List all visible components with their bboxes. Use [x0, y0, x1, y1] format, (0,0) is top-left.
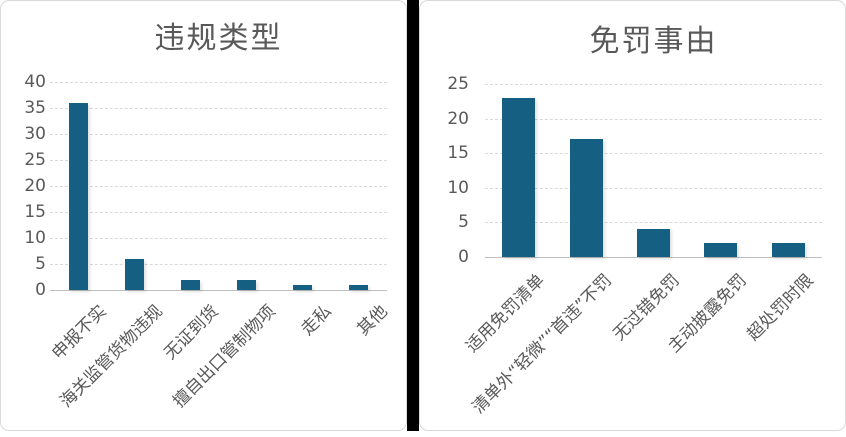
y-axis-tick-label: 0: [35, 280, 46, 300]
gridline: [50, 108, 387, 109]
y-axis-tick-label: 25: [24, 150, 46, 170]
gridline: [50, 238, 387, 239]
y-axis-tick-label: 35: [24, 98, 46, 118]
gridline: [485, 119, 822, 120]
gridline: [50, 82, 387, 83]
y-axis-tick-label: 15: [447, 143, 469, 163]
panel-divider: [407, 0, 419, 431]
gridline: [50, 160, 387, 161]
gridline: [50, 134, 387, 135]
bar: [502, 98, 535, 257]
gridline: [50, 212, 387, 213]
bar: [293, 285, 312, 290]
y-axis-tick-label: 10: [24, 228, 46, 248]
y-axis-tick-label: 40: [24, 72, 46, 92]
y-axis-tick-label: 15: [24, 202, 46, 222]
chart-title: 免罚事由: [589, 24, 718, 59]
violation-types-chart-panel: 违规类型 0 5 10 15 20 25 30 35 40 申报不实 海关监管货物违规 无证到货 擅自出…: [0, 0, 407, 431]
x-axis-line: [50, 290, 387, 291]
bar: [772, 243, 805, 257]
x-axis-category-label: 其他: [353, 301, 392, 340]
bar: [637, 229, 670, 257]
bar: [125, 259, 144, 290]
y-axis-tick-label: 10: [447, 178, 469, 198]
gridline: [485, 222, 822, 223]
bar: [704, 243, 737, 257]
bar: [181, 280, 200, 290]
y-axis-tick-label: 5: [35, 254, 46, 274]
y-axis-tick-label: 5: [458, 212, 469, 232]
y-axis-tick-label: 20: [24, 176, 46, 196]
gridline: [485, 188, 822, 189]
penalty-exemption-chart-panel: 免罚事由 0 5 10 15 20 25 适用免罚清单 清单外“轻微”“首违”不罚 无过错免罚主…: [419, 0, 846, 431]
x-axis-line: [485, 257, 822, 258]
bar: [237, 280, 256, 290]
bar: [349, 285, 368, 290]
chart-title: 违规类型: [154, 21, 283, 56]
y-axis-tick-label: 25: [447, 74, 469, 94]
y-axis-tick-label: 0: [458, 247, 469, 267]
gridline: [485, 153, 822, 154]
x-axis-category-label: 走私: [297, 301, 336, 340]
gridline: [50, 186, 387, 187]
bar: [570, 139, 603, 257]
gridline: [50, 264, 387, 265]
bar: [69, 103, 88, 290]
x-axis-category-label: 超处罚时限: [743, 270, 818, 345]
gridline: [485, 84, 822, 85]
y-axis-tick-label: 20: [447, 109, 469, 129]
y-axis-tick-label: 30: [24, 124, 46, 144]
